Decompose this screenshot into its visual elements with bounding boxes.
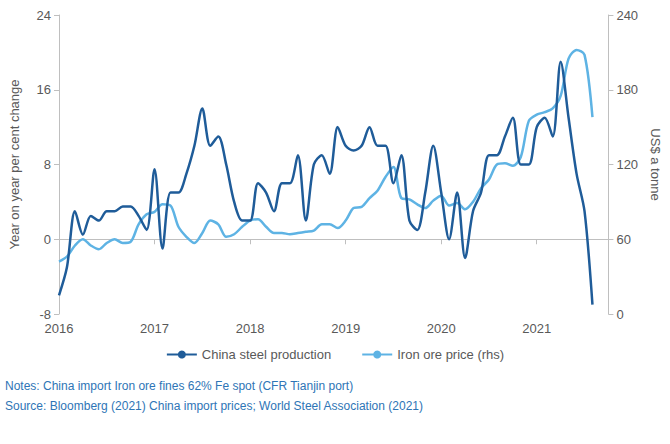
- svg-text:16: 16: [37, 82, 51, 97]
- svg-text:Source: Bloomberg (2021) China: Source: Bloomberg (2021) China import pr…: [5, 399, 423, 413]
- svg-text:-8: -8: [39, 307, 51, 322]
- svg-text:0: 0: [616, 307, 623, 322]
- svg-text:Year on year per cent change: Year on year per cent change: [7, 79, 22, 249]
- svg-text:2018: 2018: [236, 321, 265, 336]
- svg-text:2021: 2021: [522, 321, 551, 336]
- svg-text:2016: 2016: [45, 321, 74, 336]
- svg-text:8: 8: [44, 157, 51, 172]
- svg-text:0: 0: [44, 232, 51, 247]
- svg-text:24: 24: [37, 8, 51, 23]
- svg-text:2020: 2020: [427, 321, 456, 336]
- svg-text:120: 120: [616, 157, 638, 172]
- svg-text:60: 60: [616, 232, 630, 247]
- svg-text:180: 180: [616, 82, 638, 97]
- svg-text:Iron ore price (rhs): Iron ore price (rhs): [397, 347, 504, 362]
- svg-text:Notes: China import Iron ore f: Notes: China import Iron ore fines 62% F…: [5, 379, 353, 393]
- svg-text:240: 240: [616, 8, 638, 23]
- svg-text:US$ a tonne: US$ a tonne: [648, 128, 663, 200]
- svg-text:2017: 2017: [140, 321, 169, 336]
- svg-text:China steel production: China steel production: [202, 347, 331, 362]
- svg-text:2019: 2019: [331, 321, 360, 336]
